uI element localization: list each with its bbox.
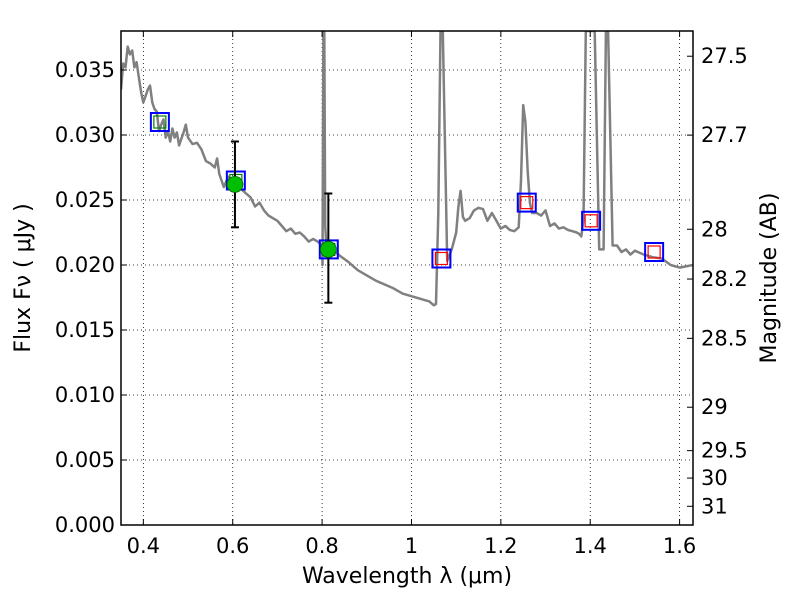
x-tick-label: 1: [405, 534, 418, 558]
plot-frame: [120, 30, 694, 526]
x-tick-label: 0.6: [216, 534, 249, 558]
grid-lines: [121, 31, 693, 526]
model-band-marker: [516, 192, 537, 213]
axis-ticks: [121, 31, 693, 526]
model-band-inner: [153, 115, 167, 129]
model-band-inner: [647, 245, 661, 259]
x-tick-label: 0.4: [127, 534, 160, 558]
y-tick-label: 0.005: [55, 448, 115, 472]
y-tick-label: 0.030: [55, 123, 115, 147]
marker-layer: [149, 112, 665, 304]
y-tick-label: 0.025: [55, 188, 115, 212]
plot-area: [121, 31, 693, 307]
right-tick-label: 29.5: [701, 439, 748, 463]
y-tick-label: 0.000: [55, 513, 115, 537]
model-band-marker: [149, 112, 170, 132]
model-band-inner: [434, 251, 449, 266]
x-tick-label: 1.6: [663, 534, 696, 558]
y-tick-label: 0.010: [55, 383, 115, 407]
y-tick-label: 0.015: [55, 318, 115, 342]
right-tick-label: 31: [701, 494, 728, 518]
observed-point: [226, 175, 244, 193]
y-tick-label: 0.035: [55, 58, 115, 82]
model-band-inner: [520, 196, 534, 210]
y-axis-right-label: Magnitude (AB): [757, 193, 782, 364]
model-band-inner: [584, 214, 598, 228]
x-tick-label: 0.8: [305, 534, 338, 558]
right-tick-label: 29: [701, 395, 728, 419]
observed-point: [319, 240, 337, 258]
right-tick-label: 27.5: [701, 44, 748, 68]
right-tick-label: 28: [701, 217, 728, 241]
series-layer: [121, 31, 693, 307]
right-tick-label: 30: [701, 466, 728, 490]
y-tick-label: 0.020: [55, 253, 115, 277]
right-tick-label: 28.2: [701, 267, 748, 291]
model-band-marker: [431, 248, 452, 269]
right-tick-label: 27.7: [701, 123, 748, 147]
x-axis-label: Wavelength λ (μm): [302, 564, 512, 589]
sed-model-line: [121, 31, 693, 307]
y-axis-label: Flux Fν ( μJy ): [11, 203, 36, 352]
right-tick-label: 28.5: [701, 326, 748, 350]
model-band-marker: [581, 210, 602, 231]
x-tick-label: 1.4: [574, 534, 607, 558]
x-tick-label: 1.2: [484, 534, 517, 558]
tick-labels: 0.4 0.6 0.8 1 1.2 1.4 1.6 0.000 0.005 0.010 0.015 0…: [55, 44, 748, 558]
model-band-marker: [644, 242, 665, 262]
